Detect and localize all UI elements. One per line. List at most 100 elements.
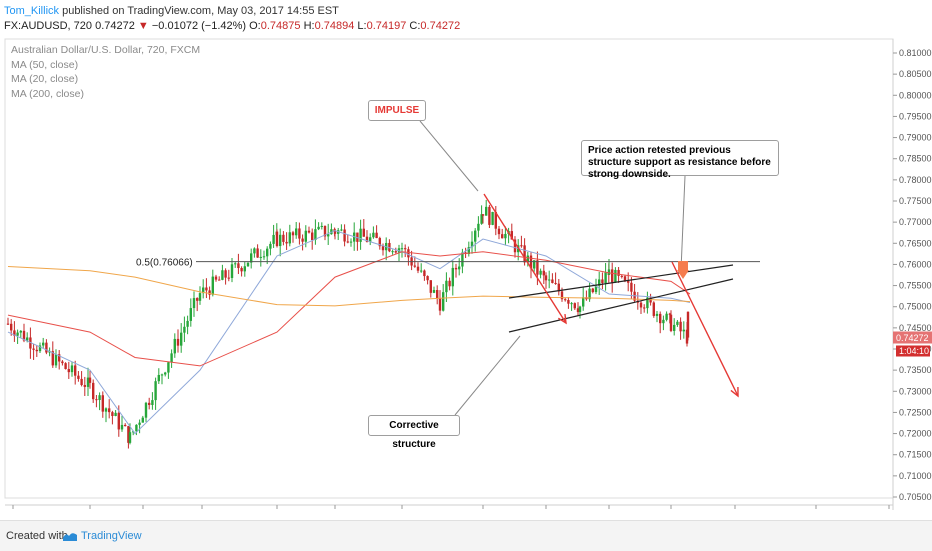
impulse-label: IMPULSE (374, 105, 420, 116)
candle-body (314, 229, 317, 240)
price-tick-label: 0.73000 (899, 386, 932, 396)
price-tick-label: 0.72500 (899, 407, 932, 417)
candle-body (205, 287, 208, 291)
candle-body (369, 237, 372, 242)
candle-body (582, 297, 585, 307)
candle-body (10, 323, 13, 331)
candle-body (481, 214, 485, 216)
candle-body (208, 290, 211, 295)
candle-body (51, 351, 54, 366)
down-arrow-icon: ▼ (137, 20, 149, 32)
candle-body (256, 248, 259, 258)
impulse-arrow-head (557, 313, 567, 325)
candle-body (234, 263, 237, 265)
chart-svg: 0.81000 0.80500 0.80000 0.79500 0.79000 0.785… (4, 38, 932, 521)
chart-plot-area[interactable]: 0.81000 0.80500 0.80000 0.79500 0.79000 0.785… (0, 35, 932, 521)
candle-body (307, 230, 311, 233)
price-tick-label: 0.81000 (899, 48, 932, 58)
candle-body (620, 275, 623, 277)
legend-ma50[interactable]: MA (50, close) (11, 58, 79, 71)
candle-body (372, 232, 375, 238)
candle-body (64, 363, 67, 370)
candle-body (454, 267, 458, 270)
candle-body (533, 260, 536, 269)
downside-arrow (671, 261, 739, 397)
candle-body (526, 255, 529, 263)
legend-ma200[interactable]: MA (200, close) (11, 87, 84, 100)
retest-marker-box (678, 261, 688, 270)
candle-body (676, 321, 679, 325)
candle-body (128, 432, 132, 443)
price-tick-label: 0.80000 (899, 90, 932, 100)
high-value: 0.74894 (314, 20, 355, 32)
candle-body (104, 408, 108, 412)
candle-body (272, 234, 275, 244)
candle-body (451, 267, 454, 287)
candle-body (317, 226, 320, 230)
candle-body (230, 264, 234, 278)
candle-body (22, 330, 26, 341)
candle-body (269, 243, 272, 249)
tradingview-brand[interactable]: TradingView (81, 530, 142, 542)
candle-body (148, 402, 151, 405)
candle-body (323, 225, 327, 237)
candle-body (365, 236, 369, 242)
impulse-arrow (483, 193, 567, 324)
high-label: H: (303, 20, 315, 32)
impulse-callout: IMPULSE (368, 100, 426, 121)
candle-body (262, 256, 266, 258)
candle-body (291, 232, 295, 236)
candle-body (594, 285, 598, 293)
candle-body (54, 354, 58, 366)
candle-body (536, 260, 539, 275)
ma-line-50 (7, 251, 691, 367)
candle-body (157, 374, 160, 382)
candle-body (523, 245, 526, 263)
candle-body (86, 377, 90, 387)
candle-body (394, 251, 397, 253)
ma-line-20 (7, 230, 691, 435)
legend-title: Australian Dollar/U.S. Dollar, 720, FXCM (11, 44, 201, 56)
footer-bar: Created with TradingView (0, 520, 932, 551)
candle-body (35, 349, 38, 352)
open-label: O: (249, 20, 261, 32)
candle-body (259, 256, 262, 258)
candle-body (6, 323, 10, 325)
candle-body (70, 365, 74, 373)
candle-body (474, 230, 477, 242)
symbol-line: FX:AUDUSD, 720 0.74272 ▼ −0.01072 (−1.42… (4, 20, 460, 32)
candle-body (320, 225, 323, 227)
candle-body (679, 321, 682, 332)
candle-body (275, 231, 279, 247)
candle-body (436, 290, 439, 299)
candle-body (120, 424, 124, 430)
candle-body (646, 297, 649, 309)
candle-body (627, 280, 630, 283)
price-tick-label: 0.79000 (899, 133, 932, 143)
candle-body (686, 311, 690, 338)
close-value: 0.74272 (420, 20, 461, 32)
symbol: FX:AUDUSD, 720 (4, 20, 93, 32)
candle-body (416, 266, 420, 271)
candle-body (413, 265, 416, 267)
candle-body (665, 313, 668, 320)
last-price-badge (893, 331, 932, 344)
candle-body (554, 282, 557, 284)
candle-body (237, 263, 240, 269)
price-change: −0.01072 (−1.42%) (151, 20, 247, 32)
candle-body (114, 412, 117, 416)
close-label: C: (409, 20, 421, 32)
candle-body (429, 280, 432, 293)
candle-body (202, 287, 205, 294)
corrective-callout: Corrective structure (368, 415, 460, 450)
author-link[interactable]: Tom_Killick (4, 5, 60, 17)
candle-body (391, 251, 394, 253)
legend-ma20[interactable]: MA (20, close) (11, 73, 79, 85)
candle-body (504, 233, 507, 239)
candle-body (544, 275, 548, 281)
candle-body (448, 280, 451, 287)
candle-body (564, 299, 567, 301)
candle-body (192, 298, 196, 309)
candle-body (243, 266, 246, 272)
price-tick-label: 0.74500 (899, 323, 932, 333)
